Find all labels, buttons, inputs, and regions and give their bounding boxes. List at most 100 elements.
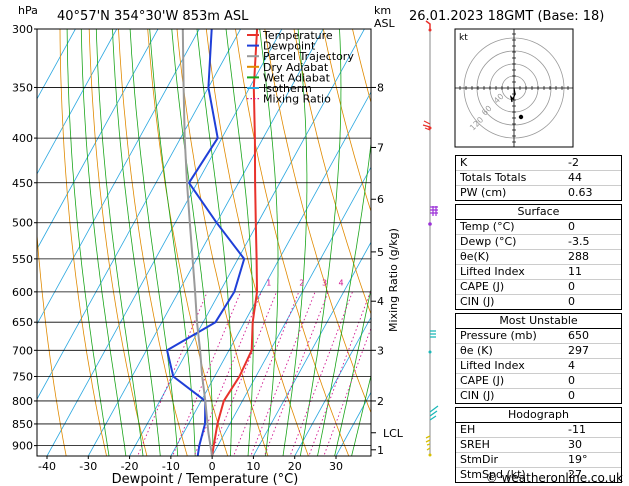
row-value: 297 <box>568 344 589 357</box>
legend-label: Dewpoint <box>263 40 316 53</box>
table-row: CIN (J) 0 <box>456 294 621 309</box>
row-key: Dewp (°C) <box>460 235 517 248</box>
temperature-tick-label: -30 <box>79 460 97 473</box>
row-key: Pressure (mb) <box>460 329 537 342</box>
wet-adiabat-line <box>129 29 179 456</box>
pressure-tick-label: 300 <box>12 23 33 36</box>
row-value: 27 <box>568 468 582 481</box>
date-label: 26.01.2023 18GMT (Base: 18) <box>409 9 604 24</box>
row-key: Lifted Index <box>460 359 525 372</box>
row-key: EH <box>460 423 476 436</box>
wet-adiabat-line <box>80 29 127 456</box>
km-tick-label: 7 <box>377 141 384 154</box>
table-row: StmSpd (kt) 27 <box>456 467 621 482</box>
wind-barb-900 <box>425 435 432 457</box>
pressure-tick-label: 850 <box>12 418 33 431</box>
km-tick-label: 5 <box>377 246 384 259</box>
table-row: Dewp (°C) -3.5 <box>456 234 621 249</box>
mixing-ratio-label: 1 <box>266 278 271 287</box>
mixing-ratio-line <box>250 291 316 456</box>
pressure-tick-label: 750 <box>12 370 33 383</box>
mixing-ratio-axis-label: Mixing Ratio (g/kg) <box>387 228 400 332</box>
row-value: 44 <box>568 171 582 184</box>
legend-label: Mixing Ratio <box>263 93 331 106</box>
mixing-ratio-label: 3 <box>322 278 327 287</box>
row-value: 0.63 <box>568 186 593 199</box>
km-tick-label: 6 <box>377 193 384 206</box>
dry-adiabat-line <box>205 29 309 456</box>
legend-label: Wet Adiabat <box>263 71 331 84</box>
mixing-ratio-label: 2 <box>299 278 304 287</box>
isotherm-line <box>37 29 200 325</box>
dry-adiabat-line <box>37 230 67 456</box>
pressure-tick-label: 600 <box>12 286 33 299</box>
hodograph-storm-motion <box>518 114 524 120</box>
row-key: CIN (J) <box>460 389 495 402</box>
pressure-tick-label: 500 <box>12 217 33 230</box>
row-value: -3.5 <box>568 235 590 248</box>
mixing-ratio-line <box>209 291 277 456</box>
row-key: θe(K) <box>460 250 490 263</box>
km-tick-label: 2 <box>377 395 384 408</box>
row-key: CIN (J) <box>460 295 495 308</box>
table-row: Lifted Index 4 <box>456 358 621 373</box>
km-unit-label: km <box>374 4 391 17</box>
pressure-tick-label: 800 <box>12 395 33 408</box>
isotherm-line <box>211 166 371 456</box>
row-value: 0 <box>568 280 575 293</box>
row-key: θe (K) <box>460 344 493 357</box>
most-unstable-title: Most Unstable <box>456 314 621 329</box>
dry-adiabat-line <box>264 29 371 414</box>
dry-adiabat-line <box>118 29 188 456</box>
mixing-ratio-label: 4 <box>338 278 343 287</box>
dry-adiabat-line <box>88 29 148 456</box>
isotherm-line <box>46 29 283 456</box>
legend-label: Dry Adiabat <box>263 61 329 74</box>
dry-adiabat-line <box>322 29 371 213</box>
table-row: Temp (°C) 0 <box>456 220 621 234</box>
table-row: CIN (J) 0 <box>456 388 621 403</box>
wind-barb-800 <box>429 405 439 421</box>
hodograph-trace <box>509 87 516 103</box>
temperature-tick-label: -20 <box>121 460 139 473</box>
row-value: 0 <box>568 220 575 233</box>
series-line-temperature <box>211 29 259 456</box>
table-row: θe(K) 288 <box>456 249 621 264</box>
row-value: 0 <box>568 295 575 308</box>
temperature-tick-label: -40 <box>38 460 56 473</box>
pressure-tick-label: 450 <box>12 177 33 190</box>
km-tick-label: LCL <box>383 427 404 440</box>
mixing-ratio-line <box>263 291 329 456</box>
row-value: 30 <box>568 438 582 451</box>
row-key: SREH <box>460 438 490 451</box>
isotherm-line <box>170 91 371 456</box>
most-unstable-table: Most Unstable Pressure (mb) 650 θe (K) 297… <box>455 313 622 404</box>
temperature-tick-label: 30 <box>329 460 343 473</box>
wind-barb-300 <box>425 20 432 32</box>
row-value: -2 <box>568 156 579 169</box>
wet-adiabat-line <box>112 29 161 456</box>
surface-title: Surface <box>456 205 621 220</box>
mixing-ratio-line <box>193 291 262 456</box>
hodograph: kt 40 60 120 <box>454 28 574 148</box>
temperature-tick-label: 0 <box>209 460 216 473</box>
hodograph-unit-label: kt <box>459 33 468 43</box>
row-value: 0 <box>568 374 575 387</box>
hpa-unit-label: hPa <box>18 4 38 17</box>
dry-adiabat-line <box>293 29 371 316</box>
table-row: PW (cm) 0.63 <box>456 185 621 200</box>
row-key: StmSpd (kt) <box>460 468 526 481</box>
dry-adiabat-line <box>59 29 107 456</box>
wet-adiabat-line <box>196 29 233 456</box>
hodograph-stats-table: Hodograph EH -11 SREH 30 StmDir 19° StmSpd … <box>455 407 622 483</box>
row-key: Totals Totals <box>460 171 527 184</box>
km-tick-label: 3 <box>377 344 384 357</box>
table-row: SREH 30 <box>456 437 621 452</box>
copyright-label: © weatheronline.co.uk <box>486 471 623 485</box>
mixing-ratio-line <box>289 291 353 456</box>
row-value: 19° <box>568 453 588 466</box>
wet-adiabat-line <box>317 139 371 456</box>
isotherm-line <box>37 29 118 175</box>
row-key: CAPE (J) <box>460 374 505 387</box>
